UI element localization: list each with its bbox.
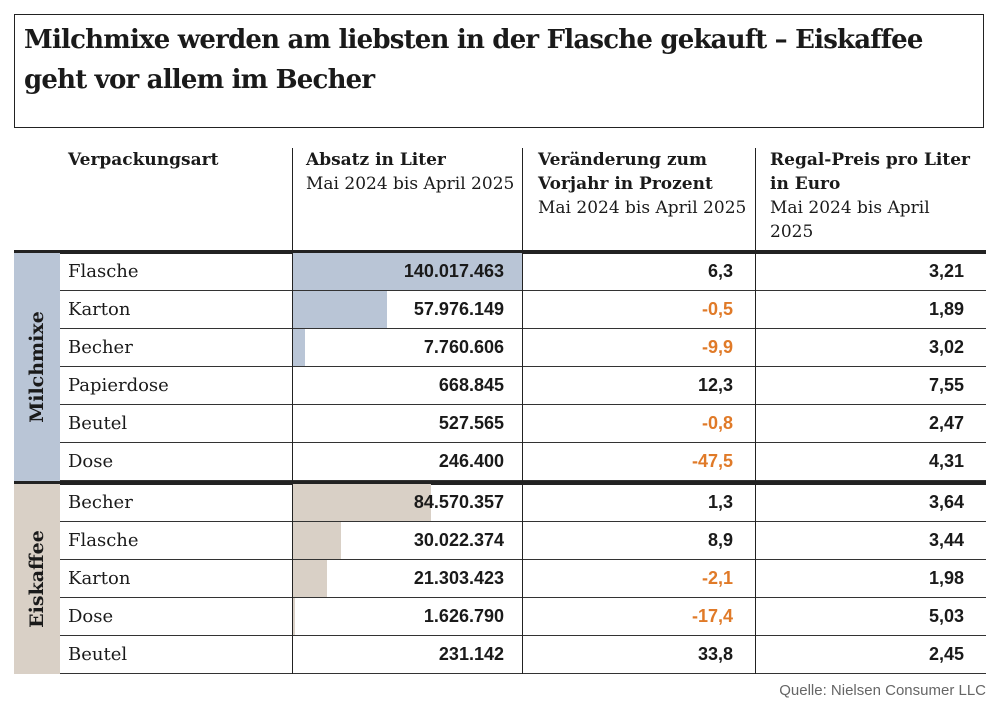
header-sub: Mai 2024 bis April 2025 xyxy=(306,174,515,194)
price-cell: 1,98 xyxy=(928,568,964,588)
absatz-cell: 1.626.790 xyxy=(423,606,504,626)
table-row: Flasche 30.022.374 8,9 3,44 xyxy=(60,522,986,560)
price-cell: 3,21 xyxy=(928,261,964,281)
change-cell: -9,9 xyxy=(701,337,733,357)
header-label: Absatz in Liter xyxy=(306,150,446,170)
change-cell: -2,1 xyxy=(701,568,733,588)
change-cell: -47,5 xyxy=(691,451,733,471)
change-cell: 1,3 xyxy=(707,492,733,512)
price-cell: 1,89 xyxy=(928,299,964,319)
absatz-bar xyxy=(292,560,327,597)
source-note: Quelle: Nielsen Consumer LLC xyxy=(779,682,986,699)
absatz-bar xyxy=(292,329,305,366)
table-row: Karton 57.976.149 -0,5 1,89 xyxy=(60,291,986,329)
absatz-bar xyxy=(292,484,431,521)
header-veraenderung: Veränderung zum Vorjahr in Prozent Mai 20… xyxy=(538,148,748,250)
absatz-cell: 57.976.149 xyxy=(413,299,504,319)
header-label: Veränderung zum Vorjahr in Prozent xyxy=(538,150,713,194)
table-row: Papierdose 668.845 12,3 7,55 xyxy=(60,367,986,405)
group-divider xyxy=(14,481,986,485)
type-cell: Beutel xyxy=(68,413,128,434)
group-label: Milchmixe xyxy=(14,253,60,481)
table-row: Dose 246.400 -47,5 4,31 xyxy=(60,443,986,481)
group-divider xyxy=(14,250,986,254)
column-divider xyxy=(292,253,293,481)
table-row: Dose 1.626.790 -17,4 5,03 xyxy=(60,598,986,636)
absatz-cell: 246.400 xyxy=(438,451,504,471)
type-cell: Becher xyxy=(68,492,133,513)
group-label-text: Milchmixe xyxy=(26,311,48,423)
column-divider xyxy=(522,484,523,674)
absatz-bar xyxy=(292,291,388,328)
column-divider xyxy=(755,253,756,481)
table-row: Karton 21.303.423 -2,1 1,98 xyxy=(60,560,986,598)
header-verpackungsart: Verpackungsart xyxy=(68,148,288,250)
column-divider xyxy=(755,484,756,674)
type-cell: Karton xyxy=(68,568,131,589)
price-cell: 3,02 xyxy=(928,337,964,357)
absatz-cell: 7.760.606 xyxy=(423,337,504,357)
column-divider xyxy=(292,148,293,250)
change-cell: -0,8 xyxy=(701,413,733,433)
type-cell: Papierdose xyxy=(68,375,169,396)
absatz-cell: 527.565 xyxy=(438,413,504,433)
header-sub: Mai 2024 bis April 2025 xyxy=(538,198,747,218)
absatz-cell: 231.142 xyxy=(438,644,504,664)
header-preis: Regal-Preis pro Liter in Euro Mai 2024 bi… xyxy=(770,148,970,250)
group-label: Eiskaffee xyxy=(14,484,60,674)
absatz-bar xyxy=(292,253,522,290)
type-cell: Dose xyxy=(68,451,114,472)
table-row: Becher 7.760.606 -9,9 3,02 xyxy=(60,329,986,367)
absatz-bar xyxy=(292,522,342,559)
table-row: Beutel 231.142 33,8 2,45 xyxy=(60,636,986,674)
column-divider xyxy=(522,148,523,250)
price-cell: 3,64 xyxy=(928,492,964,512)
header-sub: Mai 2024 bis April 2025 xyxy=(770,198,930,242)
type-cell: Flasche xyxy=(68,261,139,282)
price-cell: 2,45 xyxy=(928,644,964,664)
type-cell: Flasche xyxy=(68,530,139,551)
chart-title: Milchmixe werden am liebsten in der Flas… xyxy=(24,25,923,95)
absatz-bar xyxy=(292,598,295,635)
change-cell: 12,3 xyxy=(697,375,733,395)
column-divider xyxy=(755,148,756,250)
column-divider xyxy=(522,253,523,481)
column-divider xyxy=(292,484,293,674)
price-cell: 7,55 xyxy=(928,375,964,395)
change-cell: -17,4 xyxy=(691,606,733,626)
change-cell: 8,9 xyxy=(707,530,733,550)
type-cell: Beutel xyxy=(68,644,128,665)
price-cell: 4,31 xyxy=(928,451,964,471)
absatz-cell: 140.017.463 xyxy=(403,261,504,281)
table-row: Beutel 527.565 -0,8 2,47 xyxy=(60,405,986,443)
type-cell: Karton xyxy=(68,299,131,320)
price-cell: 3,44 xyxy=(928,530,964,550)
price-cell: 5,03 xyxy=(928,606,964,626)
absatz-cell: 84.570.357 xyxy=(413,492,504,512)
price-cell: 2,47 xyxy=(928,413,964,433)
header-label: Verpackungsart xyxy=(68,150,219,170)
table-row: Becher 84.570.357 1,3 3,64 xyxy=(60,484,986,522)
title-box xyxy=(14,14,984,128)
header-absatz: Absatz in Liter Mai 2024 bis April 2025 xyxy=(306,148,516,250)
table-row: Flasche 140.017.463 6,3 3,21 xyxy=(60,253,986,291)
absatz-cell: 21.303.423 xyxy=(413,568,504,588)
change-cell: 33,8 xyxy=(697,644,733,664)
absatz-cell: 668.845 xyxy=(438,375,504,395)
type-cell: Becher xyxy=(68,337,133,358)
change-cell: 6,3 xyxy=(707,261,733,281)
absatz-cell: 30.022.374 xyxy=(413,530,504,550)
change-cell: -0,5 xyxy=(701,299,733,319)
group-label-text: Eiskaffee xyxy=(26,530,48,628)
header-label: Regal-Preis pro Liter in Euro xyxy=(770,150,970,194)
type-cell: Dose xyxy=(68,606,114,627)
